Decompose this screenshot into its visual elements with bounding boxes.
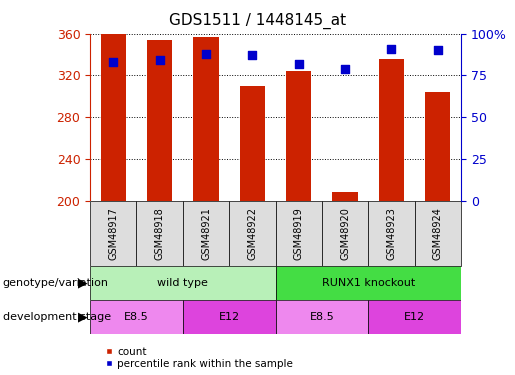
Bar bbox=[286, 71, 312, 201]
Bar bbox=[183, 300, 276, 334]
Text: GSM48919: GSM48919 bbox=[294, 207, 304, 260]
Text: GSM48918: GSM48918 bbox=[154, 207, 165, 260]
Point bbox=[109, 59, 117, 65]
Bar bbox=[332, 192, 358, 201]
Text: GSM48917: GSM48917 bbox=[108, 207, 118, 260]
Bar bbox=[136, 201, 183, 266]
Point bbox=[341, 66, 349, 72]
Text: GSM48921: GSM48921 bbox=[201, 207, 211, 260]
Bar bbox=[90, 266, 276, 300]
Bar bbox=[368, 201, 415, 266]
Text: GSM48923: GSM48923 bbox=[386, 207, 397, 260]
Bar bbox=[276, 201, 322, 266]
Text: RUNX1 knockout: RUNX1 knockout bbox=[321, 278, 415, 288]
Text: GDS1511 / 1448145_at: GDS1511 / 1448145_at bbox=[169, 13, 346, 29]
Text: GSM48924: GSM48924 bbox=[433, 207, 443, 260]
Text: E8.5: E8.5 bbox=[310, 312, 334, 322]
Point bbox=[295, 61, 303, 67]
Text: GSM48920: GSM48920 bbox=[340, 207, 350, 260]
Bar bbox=[183, 201, 229, 266]
Point bbox=[387, 46, 396, 52]
Text: genotype/variation: genotype/variation bbox=[3, 278, 109, 288]
Legend: count, percentile rank within the sample: count, percentile rank within the sample bbox=[100, 343, 297, 373]
Text: GSM48922: GSM48922 bbox=[247, 207, 258, 260]
Bar bbox=[229, 201, 276, 266]
Text: ▶: ▶ bbox=[78, 277, 87, 290]
Point bbox=[248, 53, 256, 58]
Bar bbox=[100, 34, 126, 201]
Bar bbox=[90, 201, 136, 266]
Bar bbox=[193, 37, 219, 201]
Point bbox=[434, 47, 442, 53]
Bar bbox=[322, 201, 368, 266]
Point bbox=[156, 57, 164, 63]
Text: ▶: ▶ bbox=[78, 310, 87, 323]
Bar bbox=[239, 86, 265, 201]
Text: development stage: development stage bbox=[3, 312, 111, 322]
Point bbox=[202, 51, 210, 57]
Bar bbox=[276, 300, 368, 334]
Bar bbox=[415, 201, 461, 266]
Bar bbox=[368, 300, 461, 334]
Text: wild type: wild type bbox=[158, 278, 208, 288]
Text: E12: E12 bbox=[218, 312, 240, 322]
Bar bbox=[90, 300, 183, 334]
Bar bbox=[379, 59, 404, 201]
Bar bbox=[147, 40, 173, 201]
Text: E8.5: E8.5 bbox=[124, 312, 149, 322]
Bar bbox=[276, 266, 461, 300]
Bar bbox=[425, 92, 451, 201]
Text: E12: E12 bbox=[404, 312, 425, 322]
